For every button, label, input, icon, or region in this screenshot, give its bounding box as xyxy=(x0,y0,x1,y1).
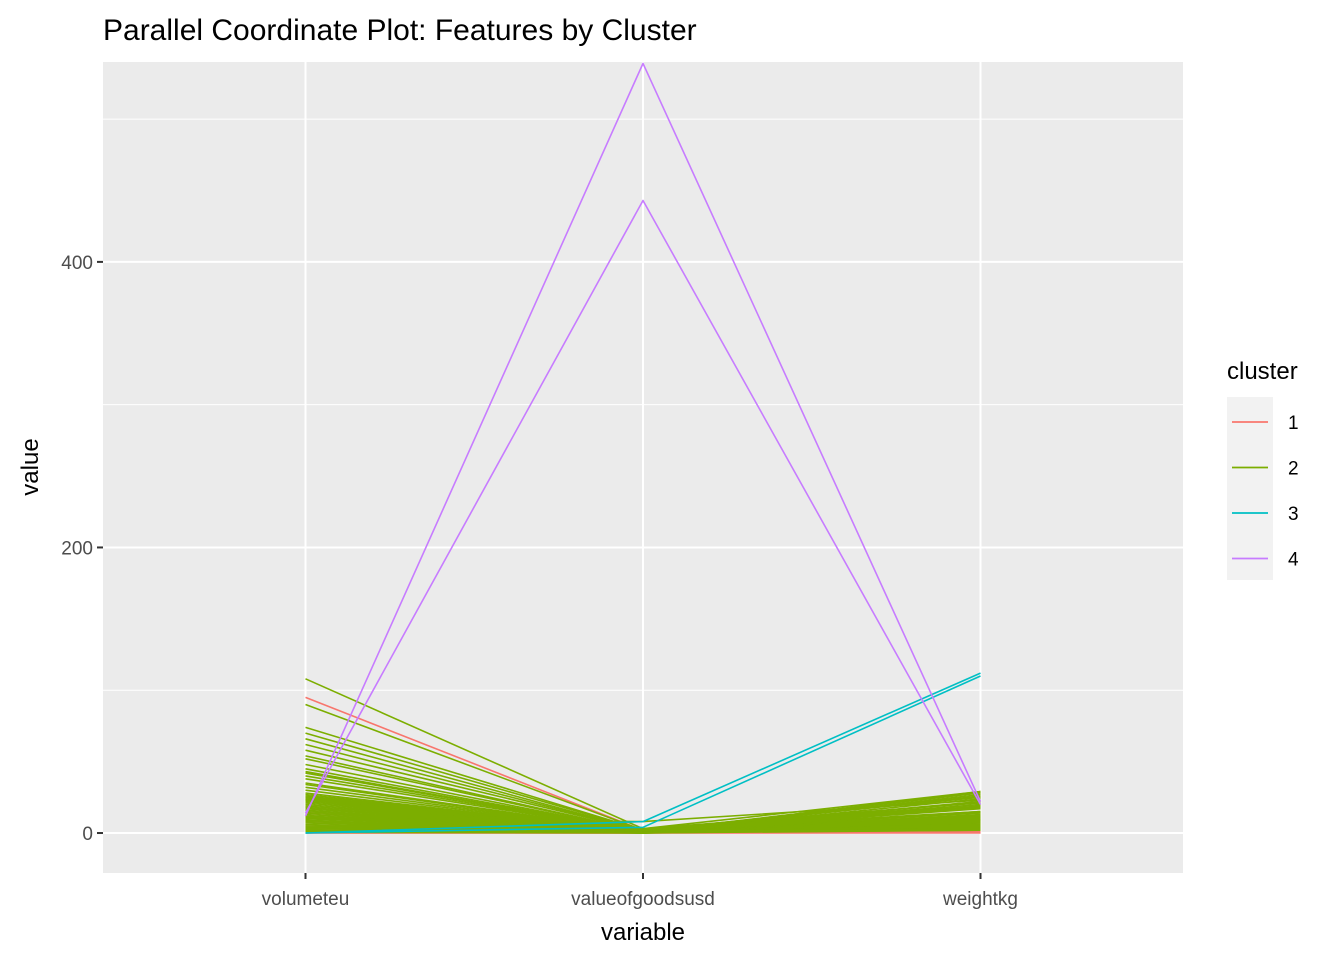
y-tick-label: 200 xyxy=(61,538,93,559)
y-tick-label: 0 xyxy=(82,824,93,845)
data-lines xyxy=(304,62,982,834)
cluster-2-line xyxy=(305,829,981,834)
legend-title: cluster xyxy=(1227,358,1298,385)
cluster-3-line xyxy=(305,675,981,834)
x-tick-label: volumeteu xyxy=(262,889,350,910)
x-axis-title: variable xyxy=(601,919,685,946)
cluster-4-line xyxy=(304,62,982,817)
cluster-2-line xyxy=(305,798,981,830)
cluster-4-line xyxy=(304,199,982,814)
y-axis-title: value xyxy=(17,438,44,495)
x-axis: volumeteu valueofgoodsusd weightkg xyxy=(262,873,1018,910)
legend-label-2: 2 xyxy=(1288,459,1299,480)
x-tick-label: weightkg xyxy=(942,889,1018,910)
cluster-3-line xyxy=(305,672,981,834)
legend: cluster 1 2 3 4 xyxy=(1227,358,1299,580)
x-tick-label: valueofgoodsusd xyxy=(571,889,715,910)
y-axis: 0 200 400 xyxy=(61,253,103,845)
legend-label-4: 4 xyxy=(1288,550,1299,571)
y-tick-label: 400 xyxy=(61,253,93,274)
chart-title: Parallel Coordinate Plot: Features by Cl… xyxy=(103,14,697,47)
legend-label-3: 3 xyxy=(1288,504,1299,525)
legend-label-1: 1 xyxy=(1288,413,1299,434)
legend-key-background xyxy=(1227,397,1273,580)
